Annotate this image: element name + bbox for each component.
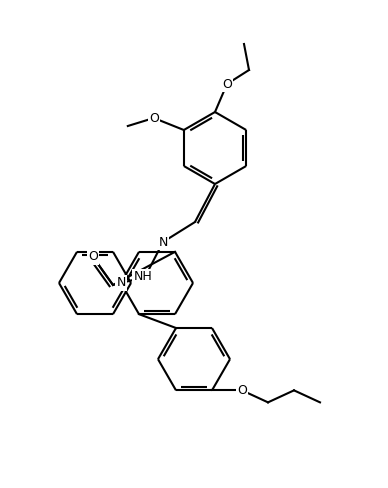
Text: NH: NH bbox=[133, 270, 152, 284]
Text: O: O bbox=[237, 384, 247, 397]
Text: O: O bbox=[222, 78, 232, 90]
Text: N: N bbox=[158, 236, 168, 248]
Text: O: O bbox=[149, 111, 159, 124]
Text: O: O bbox=[88, 250, 98, 264]
Text: N: N bbox=[116, 277, 126, 289]
